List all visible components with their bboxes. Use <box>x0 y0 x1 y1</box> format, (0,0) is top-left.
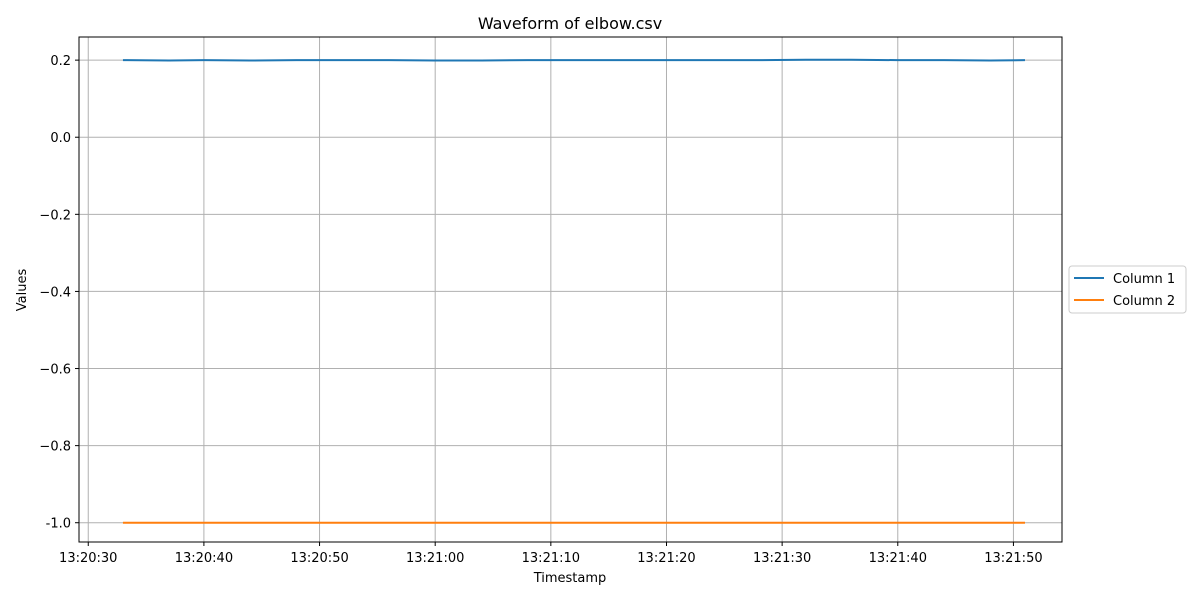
x-tick-label: 13:21:00 <box>406 551 464 566</box>
grid-lines <box>79 37 1062 542</box>
y-tick-label: −0.6 <box>39 363 71 378</box>
y-axis-label: Values <box>15 269 30 312</box>
plot-frame <box>78 36 1063 543</box>
y-tick-label: -1.0 <box>46 517 71 532</box>
x-tick-label: 13:20:30 <box>59 551 117 566</box>
x-tick-label: 13:21:20 <box>637 551 695 566</box>
y-tick-label: 0.2 <box>50 54 71 69</box>
x-tick-label: 13:21:40 <box>869 551 927 566</box>
legend: Column 1 Column 2 <box>1068 265 1187 314</box>
x-tick-label: 13:21:30 <box>753 551 811 566</box>
y-tick-label: −0.4 <box>39 285 71 300</box>
y-tick-label: −0.8 <box>39 440 71 455</box>
series-lines <box>122 58 1026 524</box>
legend-label: Column 2 <box>1113 294 1175 309</box>
series-line-1 <box>122 58 1026 62</box>
x-axis-label: Timestamp <box>533 571 607 586</box>
legend-label: Column 1 <box>1113 272 1175 287</box>
x-axis-ticks: 13:20:30 13:20:40 13:20:50 13:21:00 13:21:10… <box>59 542 1043 566</box>
x-tick-label: 13:20:50 <box>290 551 348 566</box>
y-axis-ticks: 0.2 0.0 −0.2 −0.4 −0.6 −0.8 -1.0 <box>39 54 79 532</box>
chart-title: Waveform of elbow.csv <box>478 14 662 33</box>
y-tick-label: 0.0 <box>50 131 71 146</box>
x-tick-label: 13:21:10 <box>522 551 580 566</box>
x-tick-label: 13:21:50 <box>984 551 1042 566</box>
y-tick-label: −0.2 <box>39 208 71 223</box>
x-tick-label: 13:20:40 <box>175 551 233 566</box>
